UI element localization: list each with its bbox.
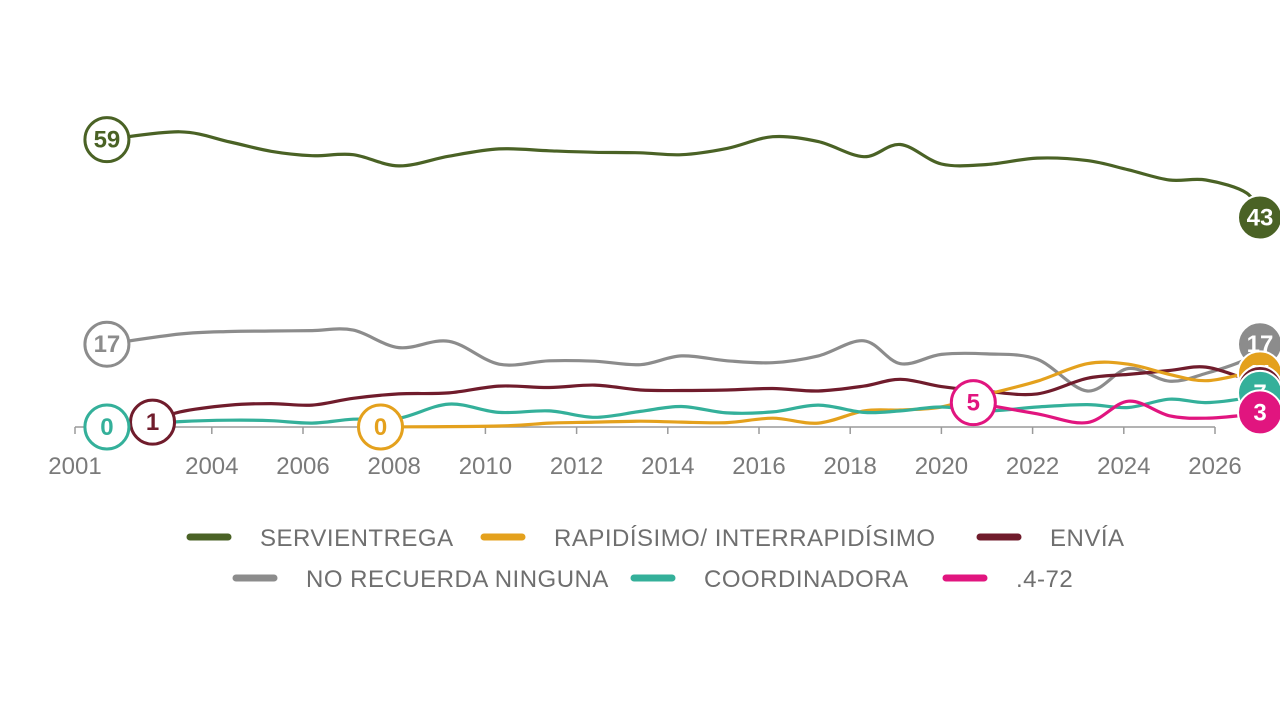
- x-tick-label: 2004: [185, 453, 238, 480]
- legend-label-rapid-simo-interrapid-simo: RAPIDÍSIMO/ INTERRAPIDÍSIMO: [554, 525, 936, 552]
- x-axis: 2001 2004 2006 2008 2010 2012 2014 2016 2018 2020…: [48, 426, 1242, 480]
- x-tick-label: 2010: [459, 453, 512, 480]
- series-line-rapid-simo-interrapid-simo: [378, 360, 1262, 429]
- legend: SERVIENTREGA RAPIDÍSIMO/ INTERRAPIDÍSIMO E…: [186, 525, 1125, 593]
- series-lines: [105, 130, 1262, 429]
- series-line-env-a: [150, 365, 1262, 424]
- series-line-no-recuerda-ninguna: [105, 327, 1262, 393]
- start-marker-servientrega: [83, 116, 131, 164]
- start-label-env-a: 1: [146, 409, 159, 436]
- start-marker-env-a: [129, 398, 177, 446]
- x-tick-label: 2016: [732, 453, 785, 480]
- start-marker-4-72: [949, 379, 997, 427]
- start-label-no-recuerda-ninguna: 17: [94, 331, 121, 358]
- start-marker-no-recuerda-ninguna: [83, 320, 131, 368]
- start-label-coordinadora: 0: [100, 414, 113, 441]
- series-value-labels: 59171005171187343: [83, 116, 1280, 451]
- x-tick-label: 2012: [550, 453, 603, 480]
- x-tick-label: 2014: [641, 453, 694, 480]
- legend-label-4-72: .4-72: [1016, 566, 1073, 593]
- x-tick-label: 2006: [276, 453, 329, 480]
- x-tick-label: 2024: [1097, 453, 1150, 480]
- legend-label-coordinadora: COORDINADORA: [704, 566, 909, 593]
- end-marker-4-72: [1237, 389, 1280, 436]
- x-tick-label: 2018: [824, 453, 877, 480]
- start-marker-rapid-simo-interrapid-simo: [357, 403, 405, 451]
- end-label-4-72: 3: [1253, 399, 1266, 426]
- end-marker-servientrega: [1237, 194, 1280, 241]
- series-line-4-72: [971, 399, 1262, 425]
- legend-label-no-recuerda-ninguna: NO RECUERDA NINGUNA: [306, 566, 609, 593]
- x-tick-label: 2020: [915, 453, 968, 480]
- legend-label-servientrega: SERVIENTREGA: [260, 525, 454, 552]
- x-tick-label: 2001: [48, 453, 101, 480]
- start-marker-coordinadora: [83, 403, 131, 451]
- end-label-servientrega: 43: [1247, 205, 1274, 232]
- x-tick-label: 2026: [1188, 453, 1241, 480]
- start-label-servientrega: 59: [94, 127, 121, 154]
- series-line-servientrega: [105, 130, 1262, 220]
- x-tick-label: 2008: [368, 453, 421, 480]
- legend-label-env-a: ENVÍA: [1050, 525, 1125, 552]
- start-label-4-72: 5: [967, 390, 980, 417]
- start-label-rapid-simo-interrapid-simo: 0: [374, 414, 387, 441]
- x-tick-label: 2022: [1006, 453, 1059, 480]
